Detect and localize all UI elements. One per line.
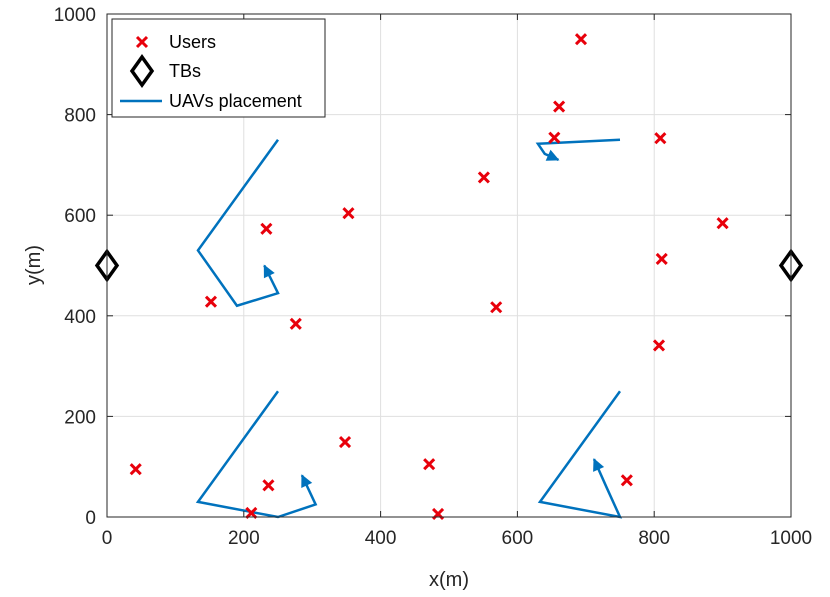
legend-tb-marker [129,53,155,89]
user-point [654,132,667,145]
user-point [716,217,729,230]
user-point [553,100,566,113]
y-tick-label: 1000 [54,5,96,26]
uav-arrowhead [263,264,275,279]
user-point [652,339,666,352]
user-point [342,207,355,220]
y-tick-label: 200 [64,407,96,428]
user-marker-stroke [338,435,352,449]
user-point [262,479,275,492]
user-marker-stroke [245,506,258,520]
user-marker-stroke [262,479,275,492]
user-point [204,295,218,308]
user-marker-stroke [423,458,436,471]
user-marker-stroke [129,463,142,476]
y-tick-label: 800 [64,106,96,127]
user-point [338,435,352,449]
y-tick-label: 0 [85,508,96,529]
x-tick-label: 800 [638,528,670,549]
user-marker-stroke [289,317,302,330]
user-marker-stroke [654,132,667,145]
user-point [655,252,668,266]
uav-arrowhead [545,149,560,161]
x-tick-label: 600 [502,528,534,549]
x-axis-label: x(m) [429,569,469,591]
axes-box [106,13,792,518]
user-point [260,222,273,235]
user-point [289,317,302,330]
user-point [477,171,490,184]
user-point [490,301,503,314]
user-marker-stroke [477,171,490,184]
user-marker-stroke [620,474,633,487]
user-marker-stroke [548,131,561,144]
uav-path [196,139,280,308]
user-marker-stroke [204,295,218,308]
legend-label: UAVs placement [169,91,302,111]
user-point [423,458,436,471]
legend: Users TBs UAVs placement [111,18,326,118]
x-tick-label: 0 [102,528,113,549]
user-point [129,463,142,476]
user-marker-stroke [135,35,149,49]
user-marker-stroke [553,100,566,113]
user-marker-stroke [260,222,273,235]
x-tick-label: 1000 [770,528,812,549]
user-marker-stroke [716,217,729,230]
y-tick-label: 600 [64,206,96,227]
user-point [620,474,633,487]
grid [106,13,792,518]
user-point [245,506,258,520]
user-marker-stroke [490,301,503,314]
legend-label: Users [169,32,216,52]
ticks: 0 200 400 600 800 1000 0 200 400 600 800 1000 [54,5,812,549]
user-marker-stroke [652,339,666,352]
user-marker-stroke [342,207,355,220]
user-point [548,131,561,144]
uav-arrowhead [301,474,313,489]
user-marker-stroke [574,33,588,46]
legend-label: TBs [169,61,201,81]
x-tick-label: 200 [228,528,260,549]
uav-arrowhead [593,458,605,472]
x-tick-label: 400 [365,528,397,549]
user-marker-stroke [655,252,668,266]
y-tick-label: 400 [64,307,96,328]
legend-user-marker [135,35,149,49]
user-point [574,33,588,46]
y-axis-label: y(m) [23,245,45,285]
